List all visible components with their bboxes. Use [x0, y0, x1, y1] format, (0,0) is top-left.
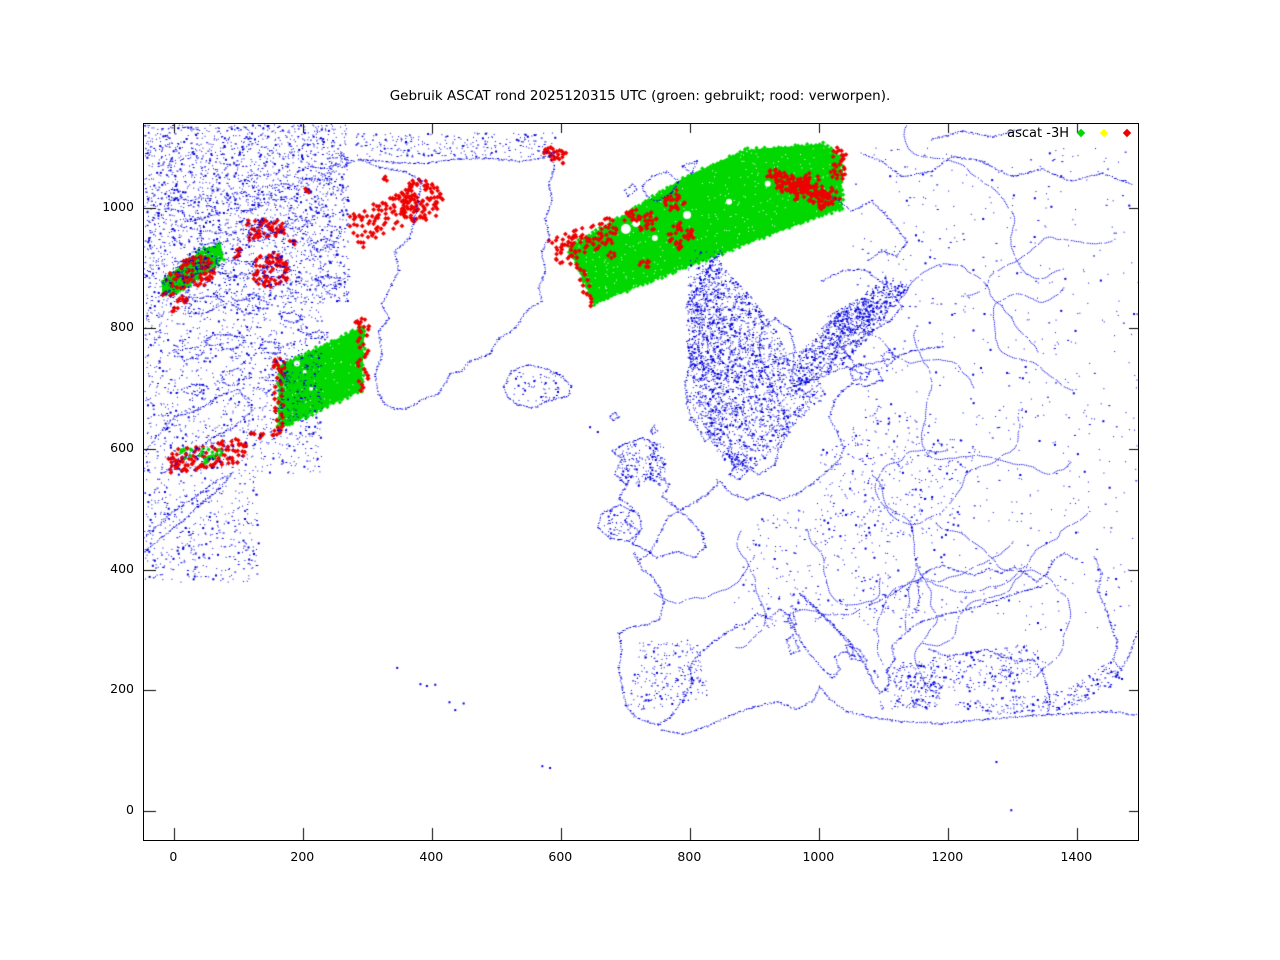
legend-marker-yellow-diamond-icon [1099, 128, 1109, 138]
x-tick-label-1200: 1200 [931, 849, 964, 864]
y-tick-label-600: 600 [110, 440, 134, 456]
y-tick-label-1000: 1000 [102, 198, 134, 214]
x-tick-label-0: 0 [169, 849, 178, 864]
x-tick-label-1000: 1000 [802, 849, 835, 864]
x-axis-tick-labels: 0 200 400 600 800 1000 1200 1400 [0, 849, 1280, 869]
x-tick-label-1400: 1400 [1060, 849, 1093, 864]
x-tick-label-200: 200 [290, 849, 315, 864]
y-tick-label-200: 200 [110, 681, 134, 697]
map-canvas [144, 124, 1138, 840]
legend: ascat -3H [1007, 125, 1132, 141]
y-axis-tick-labels: 0 200 400 600 800 1000 [0, 0, 134, 960]
x-tick-label-400: 400 [419, 849, 444, 864]
x-tick-label-600: 600 [548, 849, 573, 864]
x-tick-label-800: 800 [677, 849, 702, 864]
plot-frame [143, 123, 1139, 841]
y-tick-label-0: 0 [126, 802, 134, 818]
chart-title: Gebruik ASCAT rond 2025120315 UTC (groen… [389, 88, 891, 104]
y-tick-label-400: 400 [110, 560, 134, 576]
legend-marker-green-diamond-icon [1076, 128, 1086, 138]
legend-label: ascat -3H [1007, 125, 1069, 141]
y-tick-label-800: 800 [110, 319, 134, 335]
legend-marker-red-diamond-icon [1122, 128, 1132, 138]
